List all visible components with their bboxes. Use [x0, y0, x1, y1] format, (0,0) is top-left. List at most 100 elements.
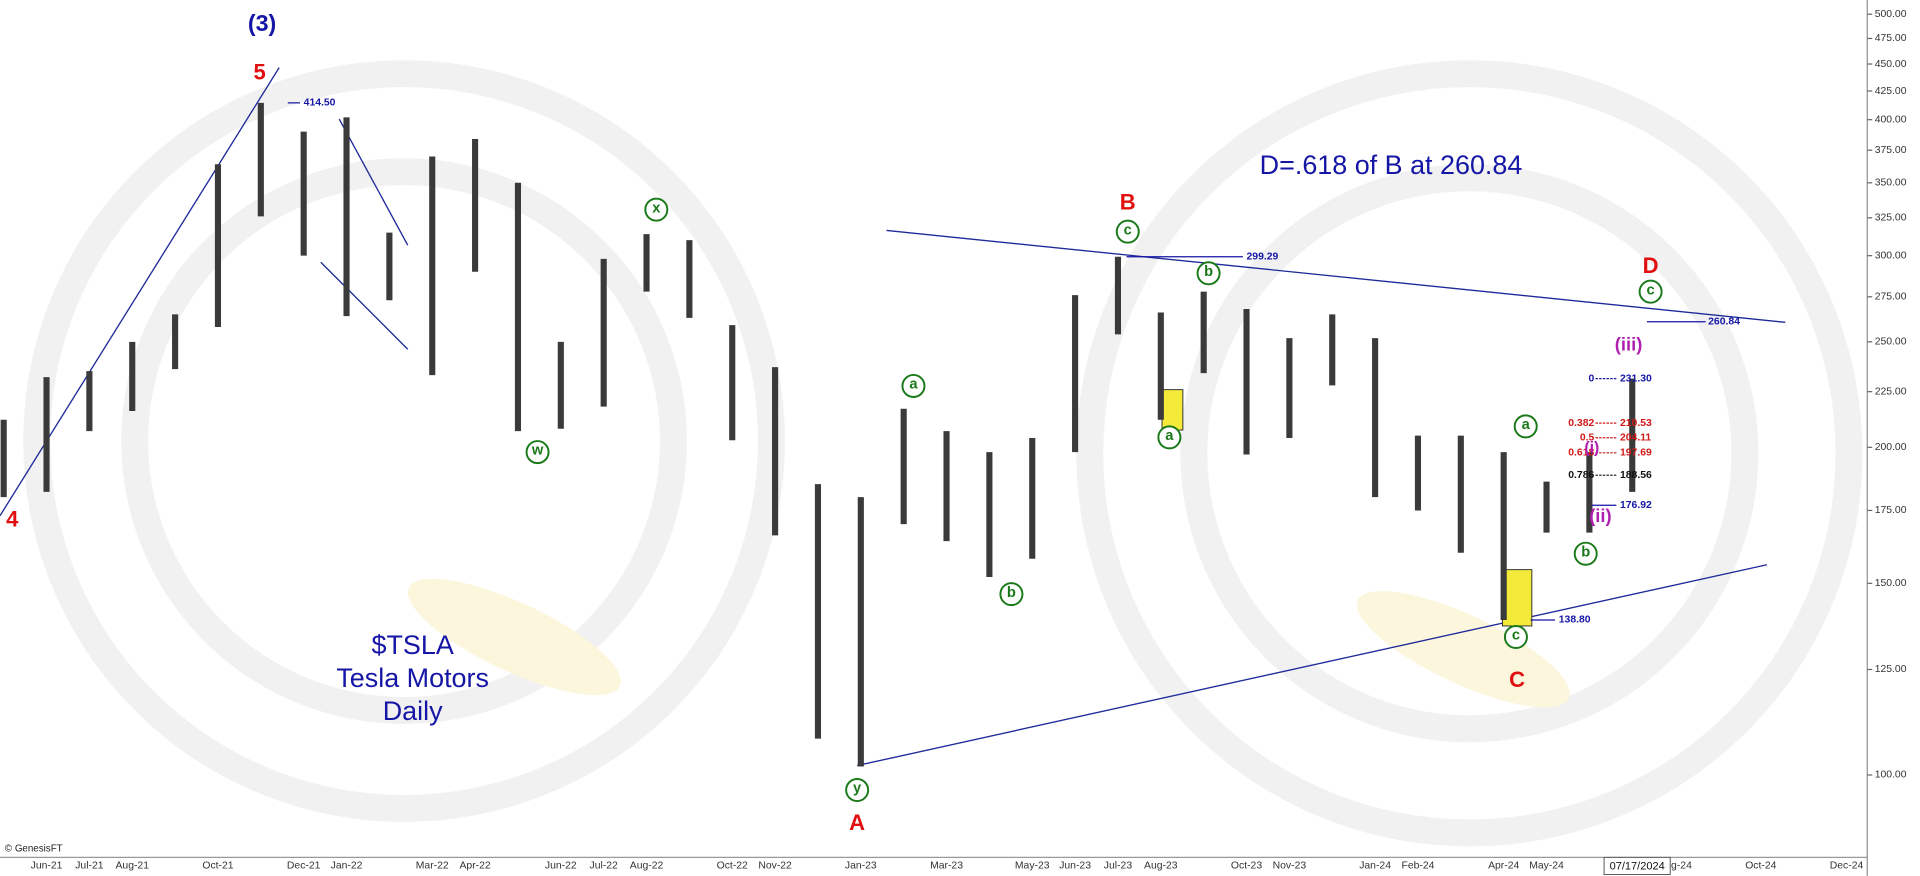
y-tick-label: 225.00	[1875, 386, 1907, 397]
wave-circle	[644, 197, 669, 222]
x-tick-label: Oct-23	[1231, 861, 1262, 872]
title: Daily	[383, 696, 443, 726]
wave-label: (iii)	[1615, 333, 1643, 354]
x-tick-label: Jul-22	[590, 861, 619, 872]
wave-circle	[525, 440, 550, 465]
wave-label: x	[652, 200, 661, 216]
watermark-swoosh	[407, 578, 1570, 708]
wave-circle	[901, 373, 926, 398]
x-tick-label: Dec-24	[1830, 861, 1864, 872]
x-tick-label: Jun-22	[545, 861, 577, 872]
fib-ratio: 0.618	[1568, 448, 1594, 459]
watermark	[23, 60, 1863, 847]
cursor-date: 07/17/2024	[1610, 860, 1665, 872]
x-tick-label: Mar-23	[930, 861, 963, 872]
x-tick-label: Apr-24	[1488, 861, 1519, 872]
wave-label: c	[1647, 282, 1655, 298]
fib-price: 210.53	[1620, 418, 1652, 429]
x-tick-label: Oct-21	[202, 861, 233, 872]
wave-label: (ii)	[1589, 505, 1611, 526]
y-tick-label: 200.00	[1875, 442, 1907, 453]
wave-label: C	[1509, 667, 1525, 692]
wave-label: A	[849, 810, 865, 835]
x-tick-label: Oct-24	[1745, 861, 1776, 872]
wave-circle	[1115, 219, 1140, 244]
x-tick-label: Mar-22	[416, 861, 449, 872]
x-tick-label: Aug-24	[1658, 861, 1692, 872]
y-tick-label: 400.00	[1875, 114, 1907, 125]
level-label: 414.50	[304, 98, 336, 109]
level-label: 176.92	[1620, 500, 1652, 511]
wave-label: y	[853, 781, 862, 797]
y-tick-label: 475.00	[1875, 33, 1907, 44]
headline: D=.618 of B at 260.84	[1260, 150, 1523, 180]
fib-ratio: 0.5	[1580, 432, 1595, 443]
wave-label: 4	[6, 506, 19, 531]
y-tick-label: 450.00	[1875, 59, 1907, 70]
y-axis-panel	[1867, 0, 1920, 876]
x-tick-label: Apr-22	[460, 861, 491, 872]
x-tick-label: Feb-24	[1401, 861, 1434, 872]
x-tick-label: Oct-22	[717, 861, 748, 872]
x-tick-label: May-24	[1529, 861, 1564, 872]
fib-price: 204.11	[1620, 432, 1651, 443]
wave-label: B	[1120, 189, 1136, 214]
wave-circle	[999, 582, 1024, 607]
fib-ratio: 0.382	[1568, 418, 1594, 429]
x-tick-label: Jul-21	[75, 861, 104, 872]
fib-price: 188.56	[1620, 470, 1652, 481]
x-tick-label: Dec-21	[287, 861, 321, 872]
y-tick-label: 125.00	[1875, 664, 1907, 675]
wave-label: a	[909, 377, 918, 393]
y-tick-label: 375.00	[1875, 145, 1907, 156]
x-tick-label: Jan-24	[1359, 861, 1391, 872]
y-tick-label: 100.00	[1875, 770, 1907, 781]
wave-label: a	[1522, 417, 1531, 433]
x-tick-label: Jan-22	[331, 861, 363, 872]
x-tick-label: Jul-23	[1104, 861, 1133, 872]
level-label: 260.84	[1708, 317, 1740, 328]
wave-label: b	[1007, 585, 1016, 601]
wave-circle	[1503, 624, 1528, 649]
wave-label: b	[1204, 264, 1213, 280]
y-tick-label: 425.00	[1875, 86, 1907, 97]
x-tick-label: Aug-22	[630, 861, 664, 872]
wave-circle	[1638, 279, 1663, 304]
wave-circle	[1157, 425, 1182, 450]
x-tick-label: May-23	[1015, 861, 1050, 872]
source: © GenesisFT	[5, 843, 63, 854]
wave-label: (3)	[248, 10, 276, 36]
wave-label: c	[1512, 628, 1520, 644]
wave-circle	[845, 778, 870, 803]
x-tick-label: Jun-23	[1059, 861, 1091, 872]
y-tick-label: 250.00	[1875, 337, 1907, 348]
x-tick-label: Nov-23	[1273, 861, 1307, 872]
y-tick-label: 350.00	[1875, 178, 1907, 189]
y-tick-label: 275.00	[1875, 292, 1907, 303]
wave-circle	[1573, 541, 1598, 566]
wave-label: 5	[253, 60, 265, 85]
y-tick-label: 300.00	[1875, 250, 1907, 261]
x-tick-label: Jan-23	[845, 861, 877, 872]
x-tick-label: Jun-21	[31, 861, 63, 872]
wave-label: (i)	[1584, 440, 1599, 457]
trendlines	[0, 67, 1786, 767]
wave-label: w	[531, 443, 544, 459]
wave-circle	[1513, 414, 1538, 439]
y-tick-label: 500.00	[1875, 9, 1907, 20]
level-label: 299.29	[1247, 252, 1279, 263]
level-label: 138.80	[1559, 615, 1591, 626]
y-tick-label: 175.00	[1875, 505, 1907, 516]
title: $TSLA	[371, 630, 453, 660]
fib-ratio: 0	[1589, 373, 1595, 384]
fib-price: 231.30	[1620, 373, 1652, 384]
wave-label: b	[1581, 544, 1590, 560]
x-tick-label: Nov-22	[758, 861, 792, 872]
x-tick-label: Aug-21	[115, 861, 149, 872]
wave-label: a	[1165, 428, 1174, 444]
cursor-date-box	[1603, 856, 1671, 876]
fib-price: 197.69	[1620, 448, 1652, 459]
y-tick-label: 150.00	[1875, 578, 1907, 589]
y-tick-label: 325.00	[1875, 213, 1907, 224]
